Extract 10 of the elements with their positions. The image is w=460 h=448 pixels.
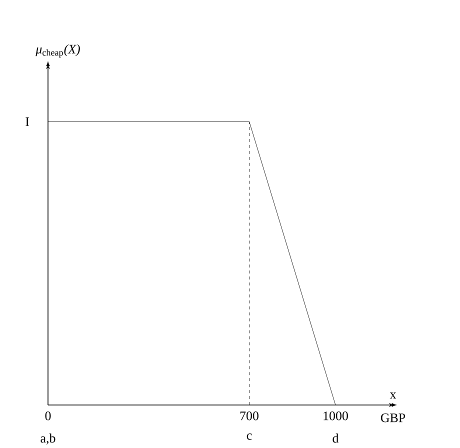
x-tick-label: 700 [240,412,258,420]
x-tick-label: 0 [45,412,51,420]
text: I [26,117,30,126]
text: c [246,434,252,440]
text: a,b [40,434,56,445]
x-axis-title: x [390,392,396,398]
text: d [332,434,339,443]
text: GBP [380,414,406,422]
y-axis-title: μ$_{cheap}$(X) [36,44,80,58]
x-tick-label: 1000 [324,412,348,420]
